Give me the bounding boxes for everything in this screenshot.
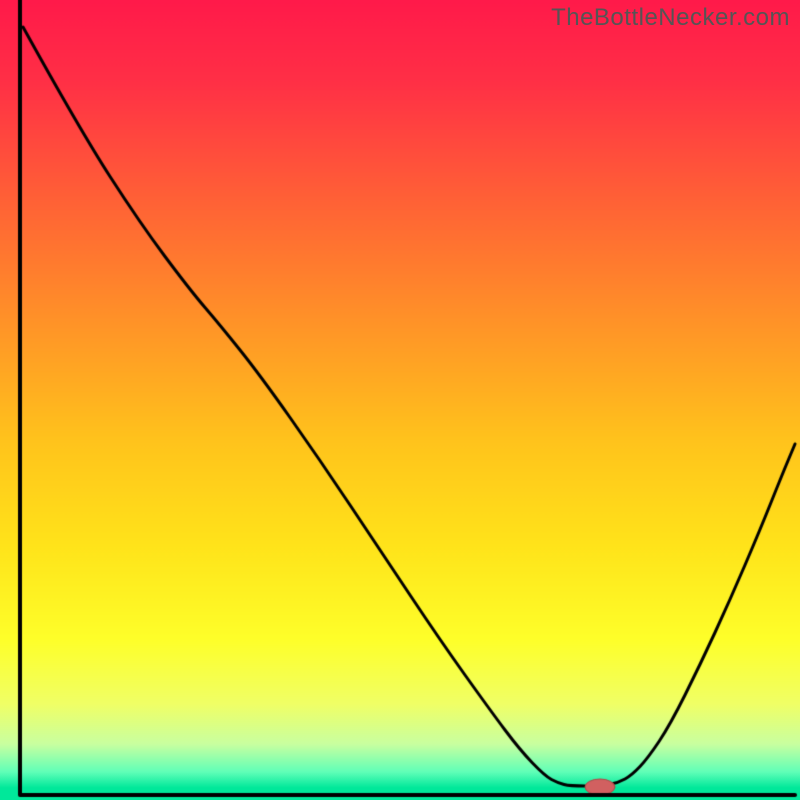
bottleneck-curve-chart bbox=[0, 0, 800, 800]
